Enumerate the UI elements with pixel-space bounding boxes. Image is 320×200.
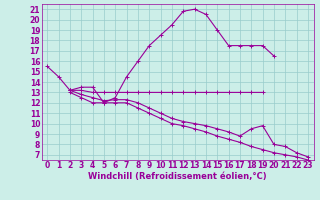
X-axis label: Windchill (Refroidissement éolien,°C): Windchill (Refroidissement éolien,°C) [88, 172, 267, 181]
